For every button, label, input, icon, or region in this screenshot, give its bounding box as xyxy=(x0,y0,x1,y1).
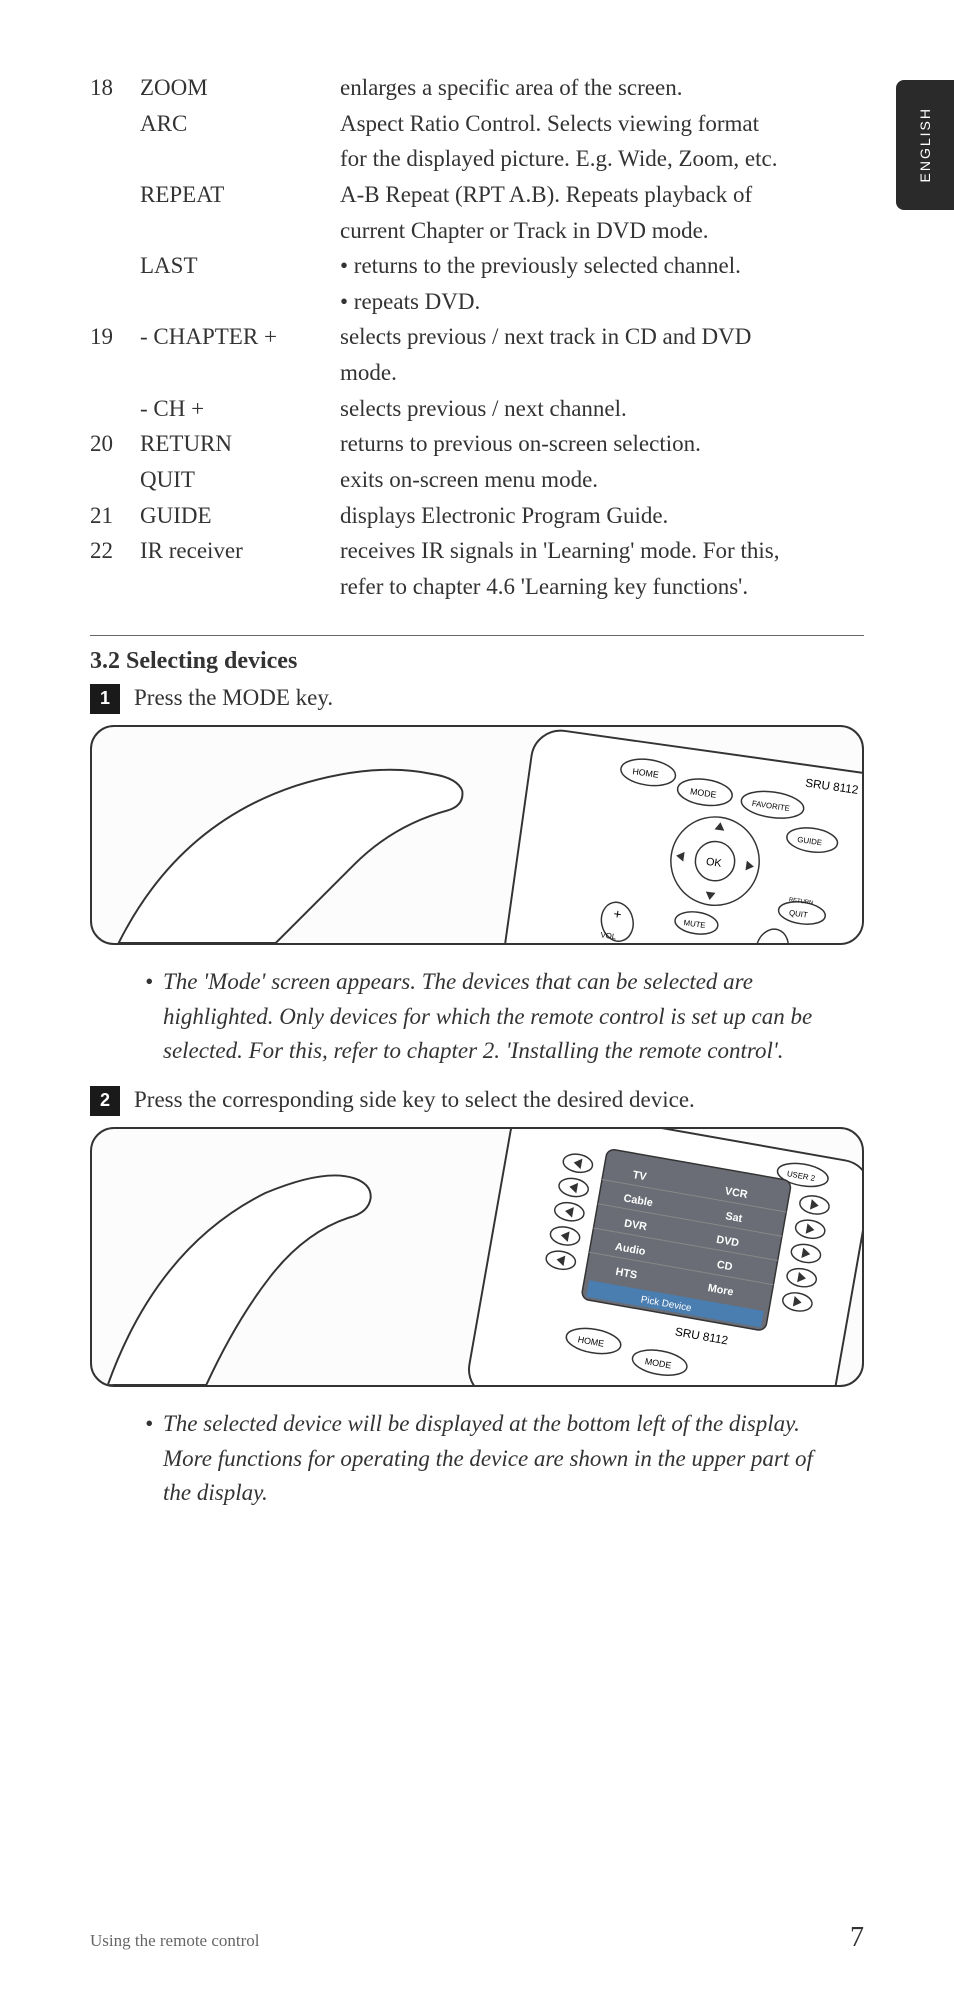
definition-description: enlarges a specific area of the screen. xyxy=(340,70,864,106)
definition-row: QUITexits on-screen menu mode. xyxy=(90,462,864,498)
definition-description: exits on-screen menu mode. xyxy=(340,462,864,498)
definition-term: QUIT xyxy=(140,462,340,498)
definition-row: REPEATA-B Repeat (RPT A.B). Repeats play… xyxy=(90,177,864,248)
bullet-dot: • xyxy=(145,965,163,1069)
definition-description: receives IR signals in 'Learning' mode. … xyxy=(340,533,864,604)
definition-number: 19 xyxy=(90,319,140,355)
illustration-1: SRU 8112 HOME MODE FAVORITE GUIDE OK QUI… xyxy=(90,725,864,945)
definition-term: RETURN xyxy=(140,426,340,462)
step-text: Press the corresponding side key to sele… xyxy=(134,1083,864,1118)
note-1: • The 'Mode' screen appears. The devices… xyxy=(90,965,864,1069)
bullet-dot: • xyxy=(145,1407,163,1511)
hand-outline xyxy=(119,770,463,943)
definition-row: LAST• returns to the previously selected… xyxy=(90,248,864,319)
definition-number: 20 xyxy=(90,426,140,462)
definition-row: 19- CHAPTER +selects previous / next tra… xyxy=(90,319,864,390)
definition-row: 18ZOOMenlarges a specific area of the sc… xyxy=(90,70,864,106)
step-number-badge: 2 xyxy=(90,1086,120,1116)
definition-term: GUIDE xyxy=(140,498,340,534)
definition-description: • returns to the previously selected cha… xyxy=(340,248,864,319)
note-2: • The selected device will be displayed … xyxy=(90,1407,864,1511)
definition-number: 22 xyxy=(90,533,140,569)
hand-outline xyxy=(108,1176,371,1386)
step-number-badge: 1 xyxy=(90,684,120,714)
page-number: 7 xyxy=(850,1922,864,1954)
definition-term: ZOOM xyxy=(140,70,340,106)
definition-row: 20RETURNreturns to previous on-screen se… xyxy=(90,426,864,462)
step-2: 2 Press the corresponding side key to se… xyxy=(90,1083,864,1118)
language-tab: ENGLISH xyxy=(896,80,954,210)
page-footer: Using the remote control 7 xyxy=(90,1922,864,1954)
definition-number: 18 xyxy=(90,70,140,106)
svg-text:+: + xyxy=(766,941,776,943)
definition-bullet: • returns to the previously selected cha… xyxy=(340,248,784,284)
step-text: Press the MODE key. xyxy=(134,681,864,716)
section-title: 3.2 Selecting devices xyxy=(90,648,864,675)
manual-page: ENGLISH 18ZOOMenlarges a specific area o… xyxy=(0,0,954,1575)
illustration-2: USER 2 TV VCR Cable Sat DVR DVD Audio CD… xyxy=(90,1127,864,1387)
definition-term: IR receiver xyxy=(140,533,340,569)
definitions-table: 18ZOOMenlarges a specific area of the sc… xyxy=(90,70,864,605)
definition-description: A-B Repeat (RPT A.B). Repeats playback o… xyxy=(340,177,864,248)
remote-pick-device-svg: USER 2 TV VCR Cable Sat DVR DVD Audio CD… xyxy=(92,1129,862,1385)
definition-term: LAST xyxy=(140,248,340,284)
definition-description: Aspect Ratio Control. Selects viewing fo… xyxy=(340,106,864,177)
section-divider xyxy=(90,635,864,636)
svg-ok-label: OK xyxy=(705,856,723,870)
definition-row: ARCAspect Ratio Control. Selects viewing… xyxy=(90,106,864,177)
definition-row: - CH +selects previous / next channel. xyxy=(90,391,864,427)
language-label: ENGLISH xyxy=(917,107,933,182)
definition-term: - CH + xyxy=(140,391,340,427)
step-1: 1 Press the MODE key. xyxy=(90,681,864,716)
note-text: The selected device will be displayed at… xyxy=(163,1407,824,1511)
definition-number: 21 xyxy=(90,498,140,534)
remote-press-mode-svg: SRU 8112 HOME MODE FAVORITE GUIDE OK QUI… xyxy=(92,727,862,943)
note-text: The 'Mode' screen appears. The devices t… xyxy=(163,965,824,1069)
definition-term: ARC xyxy=(140,106,340,142)
definition-description: selects previous / next track in CD and … xyxy=(340,319,864,390)
definition-term: REPEAT xyxy=(140,177,340,213)
definition-description: displays Electronic Program Guide. xyxy=(340,498,864,534)
definition-description: selects previous / next channel. xyxy=(340,391,864,427)
definition-bullet: • repeats DVD. xyxy=(340,284,784,320)
definition-description: returns to previous on-screen selection. xyxy=(340,426,864,462)
definition-row: 22IR receiverreceives IR signals in 'Lea… xyxy=(90,533,864,604)
footer-text: Using the remote control xyxy=(90,1931,260,1951)
definition-term: - CHAPTER + xyxy=(140,319,340,355)
definition-row: 21GUIDEdisplays Electronic Program Guide… xyxy=(90,498,864,534)
